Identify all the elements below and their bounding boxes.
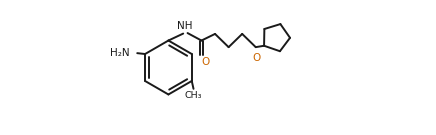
Text: O: O bbox=[252, 53, 260, 63]
Text: H₂N: H₂N bbox=[110, 48, 130, 58]
Text: O: O bbox=[201, 57, 209, 67]
Text: CH₃: CH₃ bbox=[185, 91, 202, 100]
Text: NH: NH bbox=[177, 21, 193, 31]
